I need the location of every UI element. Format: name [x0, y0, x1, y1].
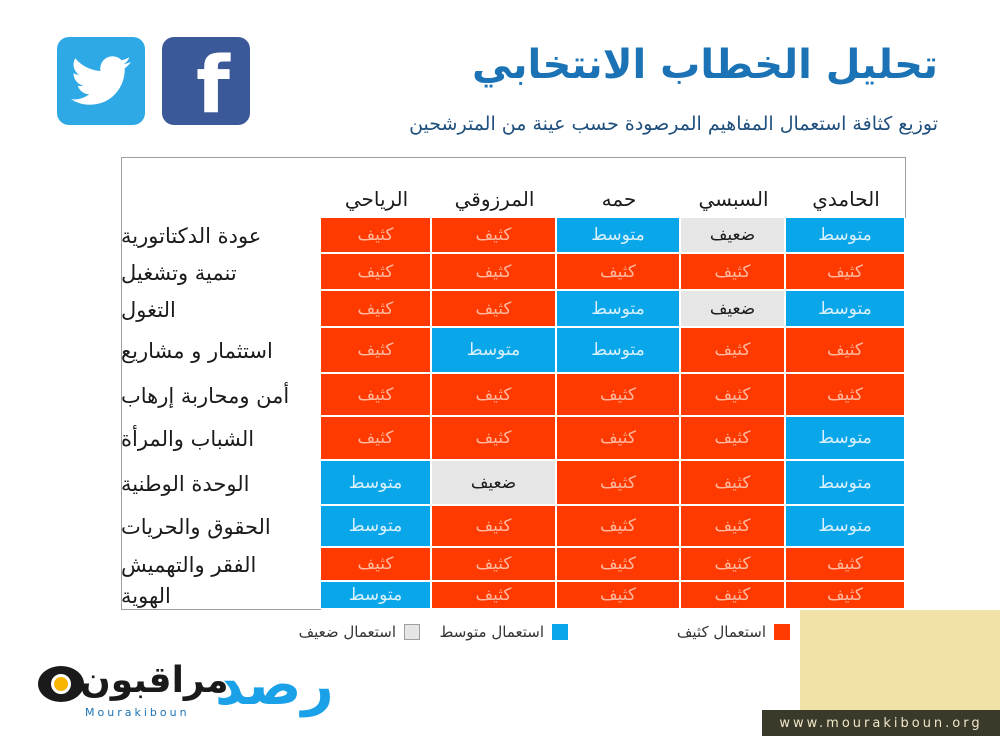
- row-label: عودة الدكتاتورية: [121, 224, 262, 248]
- row-label: أمن ومحاربة إرهاب: [121, 383, 290, 408]
- table-cell: كثيف: [432, 548, 557, 582]
- column-header: السبسي: [698, 187, 769, 211]
- decorative-illustration: [800, 610, 1000, 710]
- table-cell: متوسط: [321, 582, 432, 610]
- twitter-icon: [71, 56, 131, 105]
- table-cell: كثيف: [681, 461, 786, 506]
- table-cell: كثيف: [321, 374, 432, 417]
- logo-text: مراقبون: [80, 660, 229, 701]
- table-cell: متوسط: [786, 218, 906, 254]
- table-cell: كثيف: [321, 254, 432, 291]
- table-cell: كثيف: [321, 218, 432, 254]
- legend-dense-label: استعمال كثيف: [676, 623, 766, 641]
- twitter-button[interactable]: [57, 37, 145, 125]
- facebook-button[interactable]: f: [162, 37, 250, 125]
- table-cell: كثيف: [681, 506, 786, 548]
- table-cell: ضعيف: [681, 291, 786, 328]
- website-url[interactable]: www.mourakiboun.org: [762, 710, 1000, 736]
- table-cell: كثيف: [321, 291, 432, 328]
- table-cell: كثيف: [681, 328, 786, 374]
- table-cell: كثيف: [681, 548, 786, 582]
- legend-weak-label: استعمال ضعيف: [298, 623, 396, 641]
- row-label: الحقوق والحريات: [121, 515, 271, 539]
- table-cell: كثيف: [432, 582, 557, 610]
- column-header: الحامدي: [812, 187, 880, 211]
- table-cell: متوسط: [321, 461, 432, 506]
- table-cell: كثيف: [432, 218, 557, 254]
- table-cell: كثيف: [432, 417, 557, 461]
- row-label: التغول: [121, 297, 176, 322]
- page-subtitle: توزيع كثافة استعمال المفاهيم المرصودة حس…: [409, 113, 938, 135]
- table-cell: كثيف: [786, 254, 906, 291]
- legend-dense: استعمال كثيف: [677, 620, 790, 644]
- table-cell: متوسط: [786, 291, 906, 328]
- table-cell: كثيف: [321, 417, 432, 461]
- table-cell: متوسط: [557, 291, 681, 328]
- table-cell: ضعيف: [681, 218, 786, 254]
- legend-dense-swatch: [774, 624, 790, 640]
- row-label: الوحدة الوطنية: [121, 471, 250, 496]
- table-cell: كثيف: [681, 374, 786, 417]
- table-cell: كثيف: [786, 548, 906, 582]
- table-cell: كثيف: [557, 582, 681, 610]
- column-header: الرياحي: [344, 187, 409, 211]
- table-cell: متوسط: [786, 417, 906, 461]
- facebook-icon: f: [196, 41, 230, 131]
- legend-medium: استعمال متوسط: [439, 620, 568, 644]
- page-title: تحليل الخطاب الانتخابي: [472, 42, 938, 88]
- column-header: حمه: [601, 187, 637, 211]
- row-label: تنمية وتشغيل: [121, 260, 237, 285]
- table-cell: كثيف: [321, 548, 432, 582]
- table-cell: كثيف: [432, 374, 557, 417]
- table-cell: كثيف: [432, 254, 557, 291]
- row-label: الهوية: [121, 584, 171, 608]
- table-cell: متوسط: [321, 506, 432, 548]
- legend-medium-swatch: [552, 624, 568, 640]
- table-cell: كثيف: [681, 417, 786, 461]
- table-cell: متوسط: [432, 328, 557, 374]
- mourakiboun-eye-icon: [38, 666, 84, 702]
- table-cell: كثيف: [681, 254, 786, 291]
- table-cell: متوسط: [557, 218, 681, 254]
- table-cell: كثيف: [786, 582, 906, 610]
- table-cell: ضعيف: [432, 461, 557, 506]
- table-cell: كثيف: [557, 506, 681, 548]
- table-cell: متوسط: [557, 328, 681, 374]
- table-cell: كثيف: [432, 291, 557, 328]
- rasd-logo: رصد: [215, 653, 334, 718]
- row-label: الفقر والتهميش: [121, 553, 257, 577]
- table-cell: كثيف: [786, 328, 906, 374]
- table-cell: متوسط: [786, 461, 906, 506]
- row-label: استثمار و مشاريع: [121, 339, 273, 363]
- table-cell: كثيف: [557, 374, 681, 417]
- row-label: الشباب والمرأة: [121, 427, 255, 451]
- table-cell: كثيف: [321, 328, 432, 374]
- legend-weak: استعمال ضعيف: [299, 620, 420, 644]
- table-cell: كثيف: [557, 548, 681, 582]
- logo-subtext: Mourakiboun: [85, 706, 190, 719]
- legend-medium-label: استعمال متوسط: [439, 623, 544, 641]
- table-cell: كثيف: [557, 417, 681, 461]
- table-cell: كثيف: [681, 582, 786, 610]
- legend-weak-swatch: [404, 624, 420, 640]
- table-cell: كثيف: [557, 254, 681, 291]
- table-cell: كثيف: [786, 374, 906, 417]
- table-cell: متوسط: [786, 506, 906, 548]
- column-header: المرزوقي: [454, 187, 535, 211]
- table-cell: كثيف: [432, 506, 557, 548]
- table-cell: كثيف: [557, 461, 681, 506]
